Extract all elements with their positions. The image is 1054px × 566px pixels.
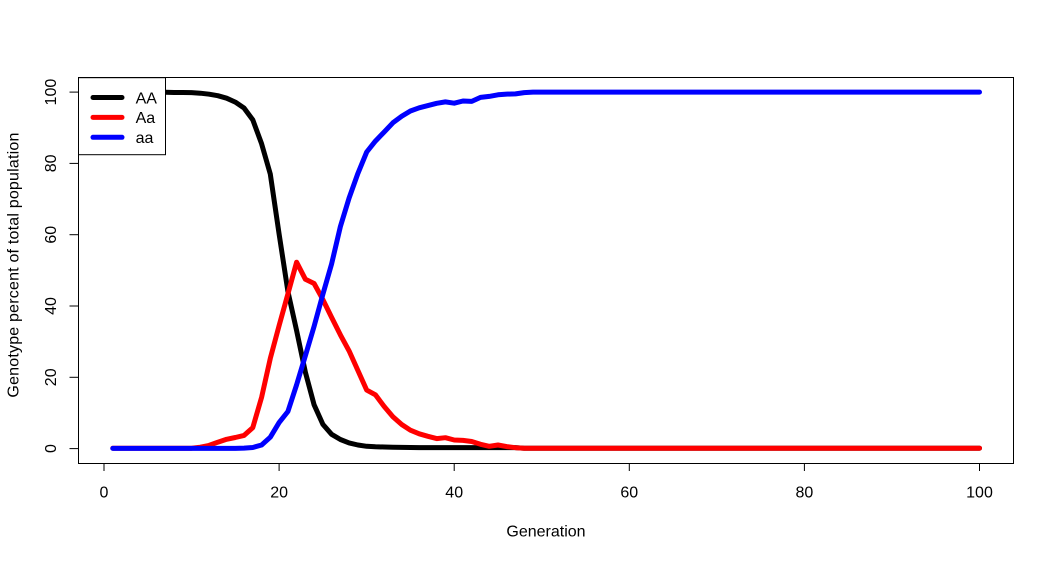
svg-text:AA: AA	[136, 90, 158, 107]
svg-text:0: 0	[43, 444, 60, 453]
svg-text:Genotype percent of total popu: Genotype percent of total population	[6, 132, 23, 397]
svg-text:40: 40	[445, 485, 463, 502]
svg-text:20: 20	[270, 485, 288, 502]
svg-text:aa: aa	[136, 130, 154, 147]
svg-text:40: 40	[43, 297, 60, 315]
svg-text:80: 80	[796, 485, 814, 502]
svg-text:80: 80	[43, 154, 60, 172]
svg-text:60: 60	[620, 485, 638, 502]
svg-text:100: 100	[966, 485, 993, 502]
svg-text:100: 100	[43, 79, 60, 106]
svg-text:Aa: Aa	[136, 110, 156, 127]
svg-text:0: 0	[100, 485, 109, 502]
svg-text:60: 60	[43, 226, 60, 244]
svg-text:20: 20	[43, 368, 60, 386]
svg-text:Generation: Generation	[506, 524, 585, 541]
